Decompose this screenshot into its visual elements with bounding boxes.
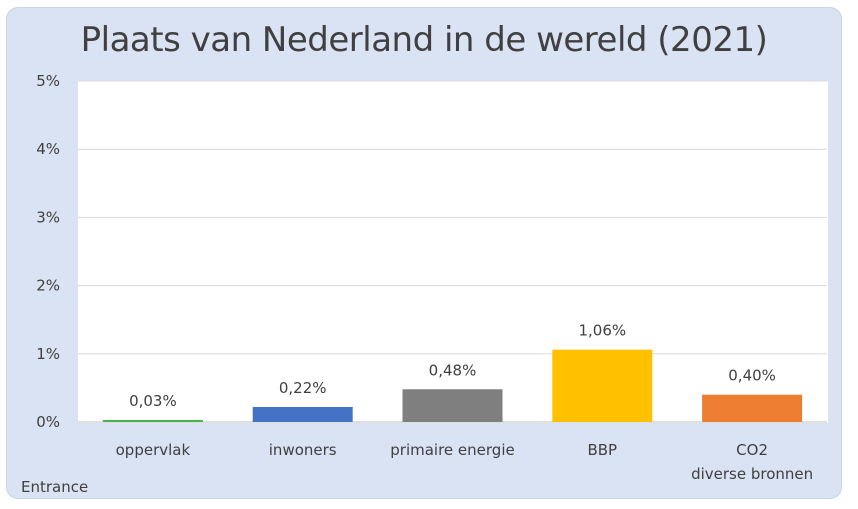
bar bbox=[402, 389, 503, 422]
x-tick-label: oppervlak bbox=[116, 441, 191, 459]
x-tick-label: BBP bbox=[587, 441, 617, 459]
bar bbox=[552, 349, 653, 422]
y-tick-label: 2% bbox=[36, 277, 60, 295]
bar bbox=[102, 419, 203, 422]
data-label: 0,48% bbox=[429, 361, 477, 379]
y-tick-label: 1% bbox=[36, 345, 60, 363]
bar bbox=[252, 406, 353, 422]
chart-frame: Plaats van Nederland in de wereld (2021)… bbox=[6, 7, 842, 499]
chart-title: Plaats van Nederland in de wereld (2021) bbox=[80, 20, 768, 60]
y-tick-label: 5% bbox=[36, 72, 60, 90]
data-label: 0,40% bbox=[728, 367, 776, 385]
data-label: 0,22% bbox=[279, 379, 327, 397]
footer-note: Entrance bbox=[21, 478, 89, 496]
plot-area bbox=[78, 81, 828, 423]
y-tick-label: 0% bbox=[36, 413, 60, 431]
x-tick-label: inwoners bbox=[269, 441, 337, 459]
bar bbox=[702, 394, 803, 422]
x-tick-label: primaire energie bbox=[390, 441, 514, 459]
x-tick-label: CO2 diverse bronnen bbox=[691, 441, 813, 483]
y-tick-label: 3% bbox=[36, 208, 60, 226]
y-tick-label: 4% bbox=[36, 140, 60, 158]
data-label: 0,03% bbox=[129, 392, 177, 410]
data-label: 1,06% bbox=[578, 322, 626, 340]
